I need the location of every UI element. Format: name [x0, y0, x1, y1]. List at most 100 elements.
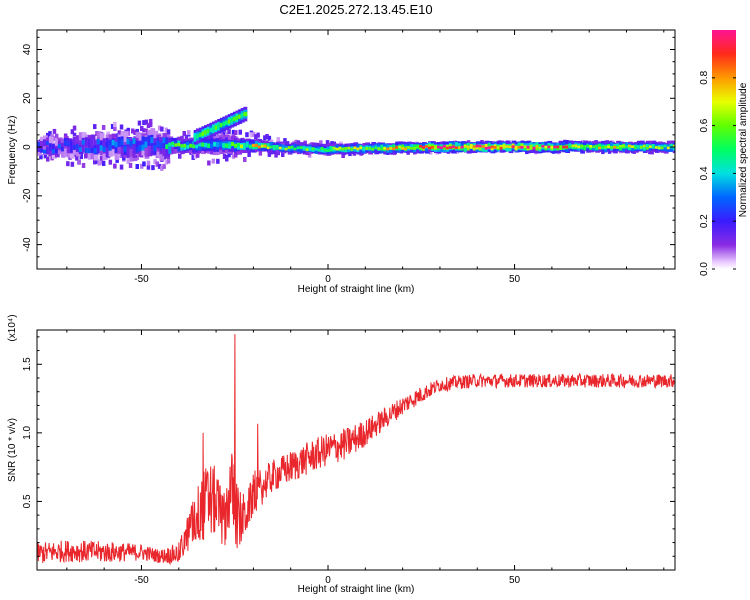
spectrogram-cell: [115, 133, 119, 139]
spectrogram-band-cell: [204, 142, 209, 148]
spectrogram-band-cell: [320, 147, 326, 150]
spectrogram-band-cell: [257, 142, 263, 148]
spectrogram-band-cell: [631, 145, 636, 148]
spectrogram-band-cell: [114, 142, 120, 153]
spectrogram-band-cell: [505, 145, 511, 148]
snr-ylabel: SNR (10 * v/v): [7, 418, 18, 482]
spectrogram-band-cell: [610, 146, 615, 149]
spectrogram-cell: [113, 122, 117, 127]
spectrogram-cell: [307, 152, 312, 158]
spectrogram-cell: [95, 158, 99, 164]
spectrogram-band-cell: [622, 144, 627, 148]
spectrogram-band-cell: [642, 145, 648, 151]
spectrogram-band-cell: [183, 144, 189, 148]
spectrogram-band-cell: [132, 138, 138, 144]
spectrogram-cell: [93, 159, 97, 165]
spectrogram-band-cell: [90, 147, 96, 153]
spectrogram-band-cell: [305, 148, 311, 151]
spectrogram-band-cell: [631, 145, 636, 151]
spectrogram-band-cell: [365, 147, 371, 150]
spectrogram-cell: [146, 160, 151, 166]
spectrogram-band-cell: [299, 146, 305, 149]
spectrogram-branch-cell: [217, 124, 222, 129]
spectrogram-band-cell: [419, 144, 424, 148]
snr-frame: [36, 329, 676, 571]
spectrogram-band-cell: [598, 143, 603, 149]
snr-xlabel: Height of straight line (km): [298, 584, 415, 595]
spectrogram-band-cell: [207, 143, 212, 148]
spectrogram-band-cell: [499, 146, 505, 150]
spectrogram-cell: [249, 132, 254, 138]
spectrogram-band-cell: [210, 143, 215, 149]
spectrogram-band-cell: [472, 145, 478, 151]
colorbar-tick-label: 0.0: [699, 262, 710, 276]
spectrogram-cell: [142, 120, 146, 126]
spectrogram-frame: [36, 29, 676, 270]
spectrogram-branch-cell: [238, 114, 243, 119]
spectrogram-band-cell: [371, 147, 377, 151]
spectrogram-band-cell: [517, 145, 523, 149]
spectrogram-band-cell: [392, 144, 397, 150]
spectrogram-cell: [276, 150, 280, 156]
spectrogram-band-cell: [195, 144, 200, 149]
spectrogram-band-cell: [162, 138, 168, 149]
spectrogram-branch-cell: [230, 118, 235, 123]
spectrogram-band-cell: [639, 145, 645, 149]
spectrogram-band-cell: [472, 145, 478, 148]
spectrogram-band-cell: [168, 142, 174, 147]
spectrogram-band-cell: [532, 146, 538, 150]
spectrogram-band-cell: [186, 145, 191, 149]
spectrogram-cell: [128, 163, 133, 168]
spectrogram-band-cell: [565, 145, 571, 149]
spectrogram-band-cell: [538, 146, 544, 150]
spectrogram-band-cell: [201, 142, 206, 147]
spectrogram-cell: [110, 124, 115, 129]
spectrogram-band-cell: [105, 142, 111, 158]
spectrogram-cell: [66, 161, 70, 167]
spectrogram-band-cell: [177, 143, 183, 147]
spectrogram-band-cell: [529, 145, 535, 150]
spectrogram-xtick-label: -50: [134, 274, 149, 285]
spectrogram-band-cell: [487, 146, 493, 150]
spectrogram-cell: [164, 127, 169, 133]
snr-multiplier: (x10⁴): [7, 314, 18, 341]
spectrogram-cell: [72, 125, 77, 131]
spectrogram-band-cell: [147, 139, 153, 146]
spectrogram-band-cell: [272, 145, 278, 151]
spectrogram-cell: [263, 135, 267, 141]
spectrogram-band-cell: [165, 137, 171, 146]
spectrogram-band-cell: [123, 145, 129, 152]
spectrogram-band-cell: [159, 142, 165, 149]
spectrogram-branch-cell: [204, 130, 209, 135]
spectrogram-ylabel: Frequency (Hz): [7, 116, 18, 185]
spectrogram-cell: [222, 154, 227, 159]
spectrogram-cell: [144, 128, 148, 134]
spectrogram-cell: [140, 163, 144, 169]
spectrogram-band-cell: [216, 142, 221, 147]
spectrogram-band-cell: [341, 147, 347, 151]
spectrogram-cell: [225, 132, 229, 138]
spectrogram-branch-cell: [206, 129, 211, 134]
spectrogram-band-cell: [102, 146, 108, 152]
snr-ytick-label: 1.0: [22, 425, 33, 439]
spectrogram-band-cell: [380, 147, 386, 151]
colorbar-tick-label: 0.6: [699, 118, 710, 132]
spectrogram-band-cell: [174, 143, 180, 147]
spectrogram-cell: [182, 131, 186, 136]
spectrogram-band-cell: [219, 142, 224, 147]
spectrogram-band-cell: [505, 145, 511, 151]
spectrogram-cell: [142, 161, 146, 167]
spectrogram-band-cell: [40, 148, 45, 153]
spectrogram-cell: [325, 140, 330, 146]
spectrogram-cell: [54, 133, 59, 139]
spectrogram-band-cell: [401, 144, 406, 150]
spectrogram-cell: [155, 161, 160, 167]
spectrogram-cell: [225, 156, 229, 162]
spectrogram-band-cell: [481, 145, 487, 148]
spectrogram-band-cell: [589, 145, 594, 148]
spectrogram-branch-cell: [222, 121, 227, 127]
spectrogram-cell: [648, 149, 652, 155]
spectrogram-band-cell: [84, 147, 90, 153]
spectrogram-band-cell: [222, 143, 227, 148]
spectrogram-band-cell: [257, 145, 263, 149]
